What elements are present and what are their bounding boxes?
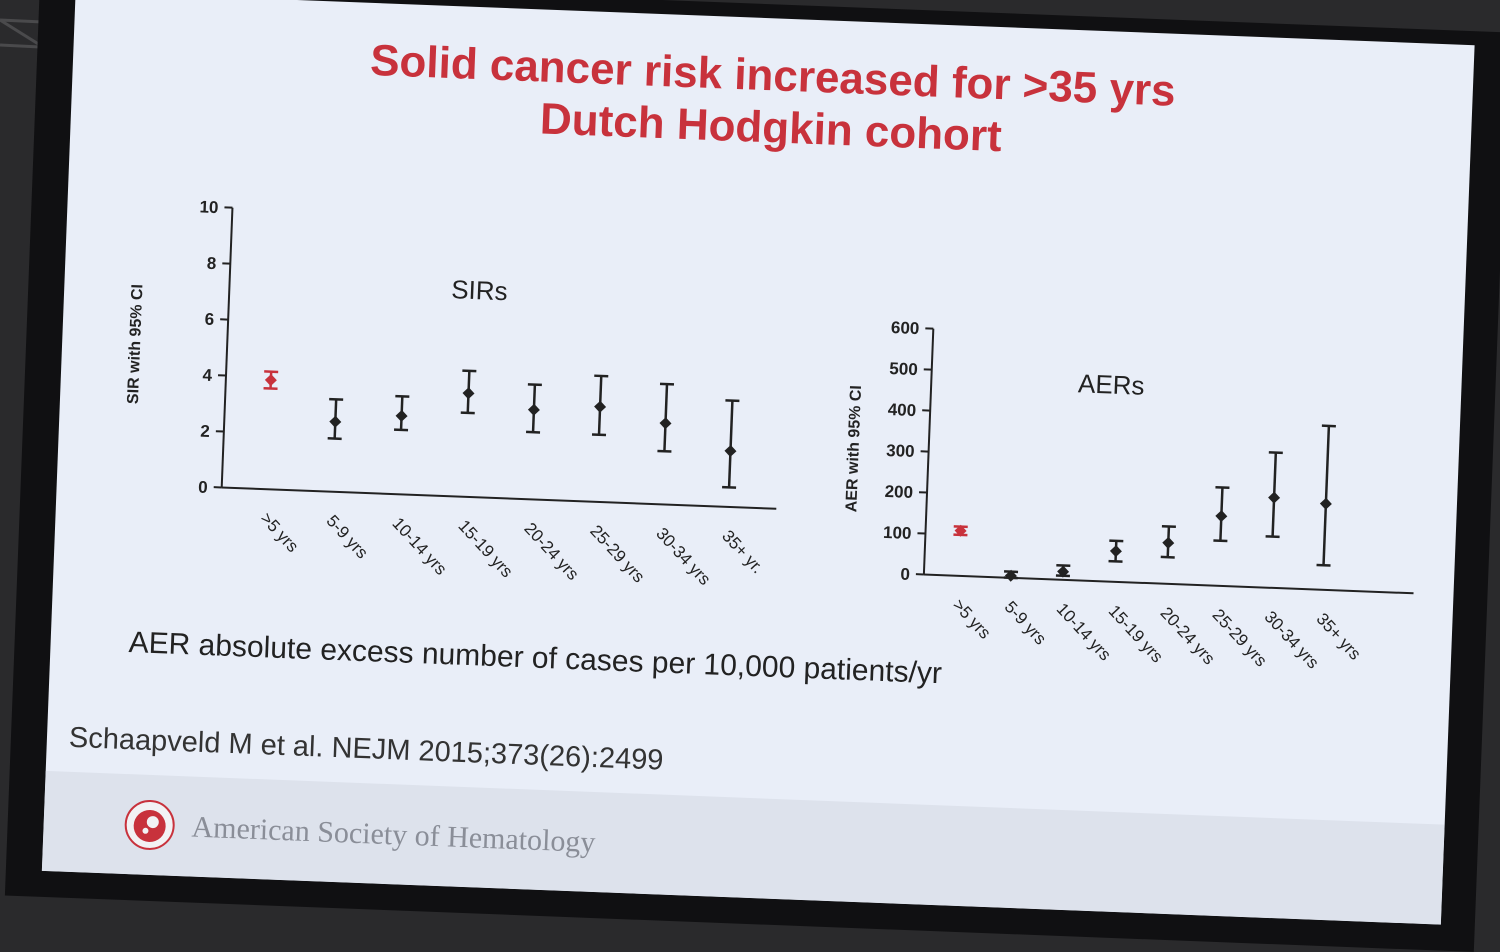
- sir-y-tick-label: 4: [202, 366, 213, 385]
- sir-y-tick-label: 10: [199, 197, 219, 217]
- sir-point-marker: [528, 404, 540, 416]
- presentation-slide: Solid cancer risk increased for >35 yrs …: [42, 0, 1475, 925]
- sir-error-cap-lower: [592, 434, 606, 435]
- sir-error-cap-lower: [526, 432, 540, 433]
- sir-y-tick-label: 6: [204, 310, 214, 329]
- sir-error-cap-upper: [395, 396, 409, 397]
- sir-error-cap-lower: [264, 388, 278, 389]
- aer-error-cap-lower: [1266, 536, 1280, 537]
- aer-error-cap-upper: [1269, 452, 1283, 453]
- sir-chart-title: SIRs: [451, 274, 508, 306]
- aer-point-marker: [1268, 491, 1280, 503]
- aer-x-axis: [924, 574, 1414, 593]
- aer-category-label: 25-29 yrs: [1209, 605, 1271, 670]
- sir-category-label: 15-19 yrs: [454, 516, 516, 581]
- aer-y-tick-label: 0: [900, 565, 910, 584]
- sir-point-marker: [329, 416, 341, 428]
- sir-error-bar: [729, 401, 732, 488]
- aer-y-tick-label: 100: [883, 523, 912, 543]
- sir-y-tick-label: 8: [206, 254, 216, 273]
- sir-error-cap-lower: [461, 413, 475, 414]
- aer-category-label: 35+ yrs: [1313, 609, 1365, 663]
- sir-category-label: 35+ yr.: [718, 526, 767, 577]
- aer-category-label: 10-14 yrs: [1053, 599, 1115, 664]
- sir-category-label: 20-24 yrs: [520, 519, 582, 584]
- sir-point-marker: [659, 417, 671, 429]
- sir-category-label: 5-9 yrs: [323, 511, 372, 562]
- sir-category-label: >5 yrs: [257, 509, 303, 556]
- sir-point-marker: [265, 374, 277, 386]
- sir-x-axis: [222, 487, 777, 508]
- sir-error-cap-lower: [328, 438, 342, 439]
- aer-point-marker: [1110, 545, 1122, 557]
- sir-point-marker: [594, 401, 606, 413]
- aer-y-tick-label: 300: [886, 441, 915, 461]
- sir-point-marker: [724, 445, 736, 457]
- aer-error-cap-upper: [1162, 526, 1176, 527]
- sir-error-cap-lower: [657, 451, 671, 452]
- aer-y-tick-label: 400: [887, 400, 916, 420]
- sir-category-label: 10-14 yrs: [388, 514, 450, 579]
- aer-point-marker: [1320, 498, 1332, 510]
- society-name: American Society of Hematology: [191, 811, 596, 860]
- sir-y-axis: [222, 208, 233, 488]
- sir-error-cap-lower: [722, 487, 736, 488]
- aer-y-axis-title: AER with 95% CI: [843, 385, 865, 513]
- sir-error-cap-upper: [725, 400, 739, 401]
- sir-error-cap-lower: [394, 430, 408, 431]
- aer-error-cap-lower: [1161, 557, 1175, 558]
- projector-screen-frame: Solid cancer risk increased for >35 yrs …: [5, 0, 1500, 952]
- sir-error-cap-upper: [594, 376, 608, 377]
- sir-y-tick-label: 0: [198, 478, 208, 497]
- aer-error-cap-upper: [1109, 541, 1123, 542]
- aer-y-tick-label: 600: [891, 318, 920, 338]
- aer-y-tick-label: 500: [889, 359, 918, 379]
- sir-error-cap-upper: [660, 384, 674, 385]
- sir-point-marker: [395, 410, 407, 422]
- sir-error-cap-upper: [528, 384, 542, 385]
- aer-error-cap-lower: [1109, 561, 1123, 562]
- slide-footer: American Society of Hematology: [42, 771, 1445, 925]
- aer-error-bar: [1324, 426, 1329, 565]
- sir-error-cap-upper: [264, 371, 278, 372]
- aer-chart-title: AERs: [1078, 368, 1146, 401]
- aer-y-tick-label: 200: [884, 482, 913, 502]
- aer-category-label: 15-19 yrs: [1105, 601, 1167, 666]
- sir-y-axis-title: SIR with 95% CI: [125, 284, 147, 405]
- aer-point-marker: [1215, 510, 1227, 522]
- aer-category-label: 20-24 yrs: [1157, 603, 1219, 668]
- sir-error-cap-upper: [329, 399, 343, 400]
- sir-chart: 0 2 4 6 8 10 SIR with 95% CI SIRs >5 yrs 5-9 yrs 1…: [71, 162, 808, 649]
- aer-category-label: >5 yrs: [949, 595, 995, 642]
- aer-point-marker: [1162, 537, 1174, 549]
- aer-category-label: 30-34 yrs: [1261, 607, 1323, 672]
- aer-error-cap-upper: [1322, 426, 1336, 427]
- sir-y-tick-label: 2: [200, 422, 210, 441]
- aer-error-cap-upper: [1215, 487, 1229, 488]
- sir-error-cap-upper: [462, 371, 476, 372]
- sir-category-label: 25-29 yrs: [586, 521, 648, 586]
- aer-error-cap-lower: [1317, 565, 1331, 566]
- slide-title: Solid cancer risk increased for >35 yrs …: [230, 30, 1313, 175]
- sir-category-label: 30-34 yrs: [652, 524, 714, 589]
- sir-point-marker: [462, 387, 474, 399]
- blood-drop-logo-icon: [123, 798, 177, 852]
- aer-category-label: 5-9 yrs: [1001, 597, 1050, 648]
- aer-error-cap-lower: [1213, 540, 1227, 541]
